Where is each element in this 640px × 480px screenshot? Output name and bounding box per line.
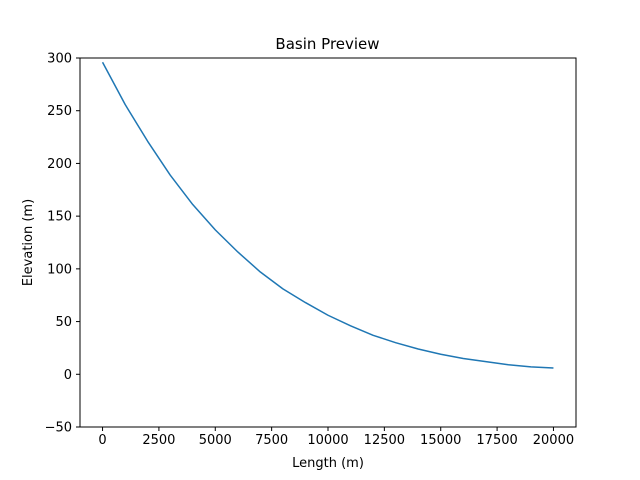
chart-title: Basin Preview bbox=[275, 35, 379, 53]
y-tick-label: 150 bbox=[47, 210, 72, 225]
y-tick-label: 50 bbox=[55, 315, 72, 330]
x-axis: 0 2500 5000 7500 10000 12500 15000 17500 20000 bbox=[98, 427, 574, 448]
y-tick-label: 300 bbox=[47, 52, 72, 67]
x-tick-label: 0 bbox=[98, 433, 106, 448]
series-layer bbox=[101, 61, 554, 369]
y-tick-label: 0 bbox=[64, 368, 72, 383]
y-axis-label: Elevation (m) bbox=[21, 199, 36, 286]
x-tick-label: 17500 bbox=[476, 433, 517, 448]
y-axis: −50 0 50 100 150 200 250 300 bbox=[45, 52, 80, 436]
x-tick-label: 15000 bbox=[420, 433, 461, 448]
y-tick-label: 200 bbox=[47, 157, 72, 172]
x-tick-label: 2500 bbox=[142, 433, 175, 448]
series-line bbox=[101, 61, 554, 369]
x-tick-label: 20000 bbox=[533, 433, 574, 448]
y-tick-label: −50 bbox=[45, 421, 72, 436]
y-tick-label: 250 bbox=[47, 104, 72, 119]
x-tick-label: 5000 bbox=[199, 433, 232, 448]
x-tick-label: 10000 bbox=[307, 433, 348, 448]
y-tick-label: 100 bbox=[47, 262, 72, 277]
x-axis-label: Length (m) bbox=[292, 456, 364, 471]
plot-frame bbox=[79, 57, 577, 428]
x-tick-label: 7500 bbox=[255, 433, 288, 448]
x-tick-label: 12500 bbox=[364, 433, 405, 448]
